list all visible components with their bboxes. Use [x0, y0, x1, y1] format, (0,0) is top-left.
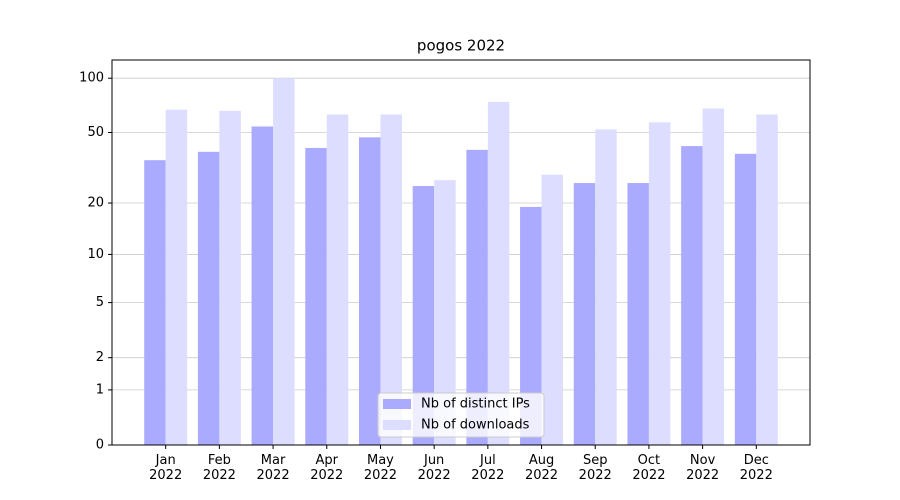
- bar: [487, 101, 510, 446]
- plot-frame: [111, 59, 811, 446]
- bar: [702, 108, 725, 446]
- legend-swatch: [383, 399, 411, 409]
- bar: [358, 137, 381, 446]
- bar: [380, 114, 402, 445]
- legend-box: [377, 392, 545, 438]
- bar: [756, 114, 778, 445]
- y-tick-label: 5: [96, 295, 104, 310]
- x-tick-label: Jun 2022: [417, 453, 451, 483]
- bar: [165, 109, 188, 445]
- x-tick-label: Mar 2022: [256, 453, 290, 483]
- y-tick-label: 1: [96, 382, 104, 397]
- bar: [541, 174, 564, 445]
- legend-label: Nb of distinct IPs: [421, 397, 530, 412]
- x-tick-label: Jan 2022: [149, 453, 183, 483]
- x-tick-label: Feb 2022: [202, 453, 236, 483]
- legend-label: Nb of downloads: [421, 418, 530, 433]
- bar: [573, 183, 596, 445]
- y-tick-label: 0: [96, 438, 104, 453]
- bar: [144, 160, 166, 446]
- bar: [734, 153, 757, 445]
- bar: [648, 122, 671, 445]
- y-tick-label: 20: [87, 196, 104, 211]
- bar: [326, 114, 349, 445]
- x-tick-label: Apr 2022: [310, 453, 344, 483]
- x-tick-label: Sep 2022: [578, 453, 612, 483]
- x-tick-label: May 2022: [363, 453, 397, 483]
- bar: [305, 147, 327, 445]
- y-tick-label: 50: [87, 125, 104, 140]
- bar: [412, 186, 435, 445]
- bar: [219, 110, 241, 445]
- bar: [273, 78, 295, 446]
- bar: [627, 183, 649, 445]
- chart-title: pogos 2022: [417, 37, 505, 55]
- legend: Nb of distinct IPs Nb of downloads: [377, 392, 545, 438]
- y-tick-label: 100: [79, 71, 104, 86]
- bar: [466, 149, 488, 445]
- x-tick-label: Nov 2022: [686, 453, 720, 483]
- x-tick-label: Jul 2022: [471, 453, 505, 483]
- bar: [434, 180, 456, 445]
- bar: [681, 146, 703, 445]
- bar: [520, 206, 542, 445]
- bar: [197, 151, 220, 445]
- y-tick-label: 2: [96, 350, 104, 365]
- x-tick-label: Oct 2022: [632, 453, 666, 483]
- bar: [595, 129, 617, 446]
- x-tick-label: Aug 2022: [524, 453, 559, 483]
- x-tick-label: Dec 2022: [739, 453, 773, 483]
- y-tick-label: 10: [87, 247, 104, 262]
- bar: [251, 126, 274, 446]
- legend-swatch: [383, 420, 411, 430]
